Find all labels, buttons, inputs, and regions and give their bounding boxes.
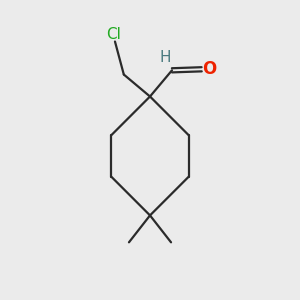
Text: Cl: Cl bbox=[106, 27, 121, 42]
Text: O: O bbox=[202, 60, 216, 78]
Text: H: H bbox=[160, 50, 171, 65]
